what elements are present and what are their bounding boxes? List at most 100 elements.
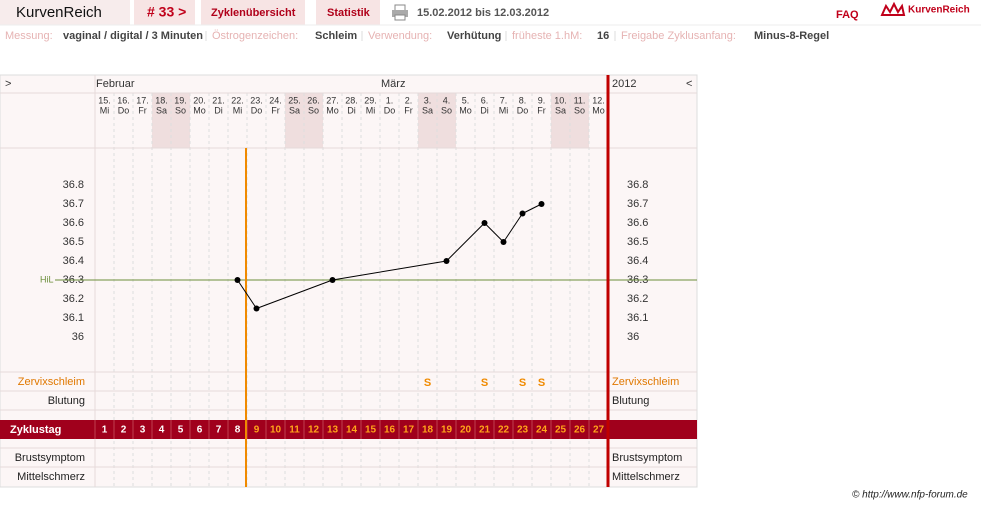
weekday-label: Do	[251, 105, 263, 115]
setting-value: Verhütung	[447, 30, 501, 42]
cervical-mark: S	[538, 377, 545, 389]
temp-point	[538, 201, 545, 207]
day-label: 19.	[174, 95, 187, 105]
y-tick-label-right: 36.4	[627, 255, 648, 267]
temp-point	[481, 220, 488, 226]
cycle-day: 27	[593, 425, 605, 436]
app-name[interactable]: KurvenReich	[16, 4, 102, 21]
weekend-shade	[437, 93, 456, 148]
day-label: 10.	[554, 95, 567, 105]
tab-bg	[316, 0, 380, 25]
row-label: Brustsymptom	[15, 452, 85, 464]
cycle-day: 12	[308, 425, 320, 436]
cycle-day: 6	[197, 425, 203, 436]
month-label: März	[381, 78, 405, 90]
temp-point	[443, 258, 450, 264]
cycle-day: 7	[216, 425, 222, 436]
y-tick-label: 36.1	[63, 312, 84, 324]
row-label: Mittelschmerz	[17, 471, 85, 483]
weekday-label: Mi	[100, 105, 110, 115]
curve-segment	[484, 222, 504, 243]
setting-label: Freigabe Zyklusanfang:	[621, 30, 736, 42]
day-label: 8.	[519, 95, 527, 105]
day-label: 29.	[364, 95, 377, 105]
y-tick-label: 36.5	[63, 236, 84, 248]
day-label: 3.	[424, 95, 432, 105]
tab[interactable]: Statistik	[327, 7, 371, 19]
weekday-label: Di	[347, 105, 356, 115]
nav-prev[interactable]: >	[5, 78, 11, 90]
cycle-day: 17	[403, 425, 415, 436]
temp-point	[500, 239, 507, 245]
y-tick-label-right: 36.2	[627, 293, 648, 305]
row-label-right: Zervixschleim	[612, 376, 679, 388]
print-icon[interactable]	[392, 4, 408, 21]
weekday-label: Fr	[404, 105, 413, 115]
weekend-shade	[570, 93, 589, 148]
y-tick-label: 36.6	[63, 217, 84, 229]
cycle-day: 18	[422, 425, 434, 436]
cycle-label: Zyklustag	[10, 424, 61, 436]
weekday-label: So	[175, 105, 186, 115]
cycle-day: 10	[270, 425, 282, 436]
cycle-tab[interactable]: # 33 >	[147, 4, 186, 20]
weekday-label: Mi	[233, 105, 243, 115]
day-label: 7.	[500, 95, 508, 105]
weekday-label: Do	[384, 105, 396, 115]
row-label-right: Mittelschmerz	[612, 471, 680, 483]
day-label: 21.	[212, 95, 225, 105]
y-tick-label: 36.8	[63, 179, 84, 191]
cycle-day: 1	[102, 425, 108, 436]
weekday-label: Di	[214, 105, 223, 115]
weekend-shade	[304, 93, 323, 148]
weekend-shade	[418, 93, 437, 148]
y-tick-label-right: 36.6	[627, 217, 648, 229]
day-label: 5.	[462, 95, 470, 105]
day-label: 17.	[136, 95, 149, 105]
hil-label: HiL	[40, 274, 54, 284]
y-tick-label: 36.2	[63, 293, 84, 305]
weekday-label: So	[574, 105, 585, 115]
day-label: 9.	[538, 95, 546, 105]
cycle-day: 25	[555, 425, 567, 436]
footer: © http://www.nfp-forum.de	[852, 490, 968, 501]
cycle-day: 5	[178, 425, 184, 436]
cervical-mark: S	[519, 377, 526, 389]
day-label: 4.	[443, 95, 451, 105]
temp-point	[253, 305, 260, 312]
cervical-mark: S	[424, 377, 431, 389]
y-tick-label: 36.7	[63, 198, 84, 210]
weekday-label: Sa	[422, 105, 433, 115]
y-tick-label: 36.4	[63, 255, 84, 267]
cycle-day: 8	[235, 425, 241, 436]
cycle-day: 22	[498, 425, 510, 436]
y-tick-label-right: 36.1	[627, 312, 648, 324]
row-label: Blutung	[48, 395, 85, 407]
faq-link[interactable]: FAQ	[836, 9, 859, 21]
setting-label: früheste 1.hM:	[512, 30, 582, 42]
cycle-day: 23	[517, 425, 529, 436]
cycle-day: 9	[254, 425, 260, 436]
cycle-tab-bg	[134, 0, 195, 25]
weekday-label: Fr	[271, 105, 280, 115]
day-label: 16.	[117, 95, 130, 105]
weekday-label: Do	[118, 105, 130, 115]
weekday-label: Mi	[366, 105, 376, 115]
temp-point	[234, 277, 241, 283]
tab[interactable]: Zyklenübersicht	[211, 7, 296, 19]
cycle-day: 3	[140, 425, 146, 436]
day-label: 26.	[307, 95, 320, 105]
temp-point	[329, 277, 336, 283]
cycle-day: 15	[365, 425, 377, 436]
nav-next[interactable]: <	[686, 78, 692, 90]
day-label: 27.	[326, 95, 339, 105]
weekend-shade	[171, 93, 190, 148]
weekday-label: Sa	[156, 105, 167, 115]
setting-label: Östrogenzeichen:	[212, 30, 298, 42]
tab-bg	[201, 0, 305, 25]
weekday-label: Mo	[326, 105, 339, 115]
row-label-right: Blutung	[612, 395, 649, 407]
day-label: 15.	[98, 95, 111, 105]
weekday-label: Fr	[138, 105, 147, 115]
